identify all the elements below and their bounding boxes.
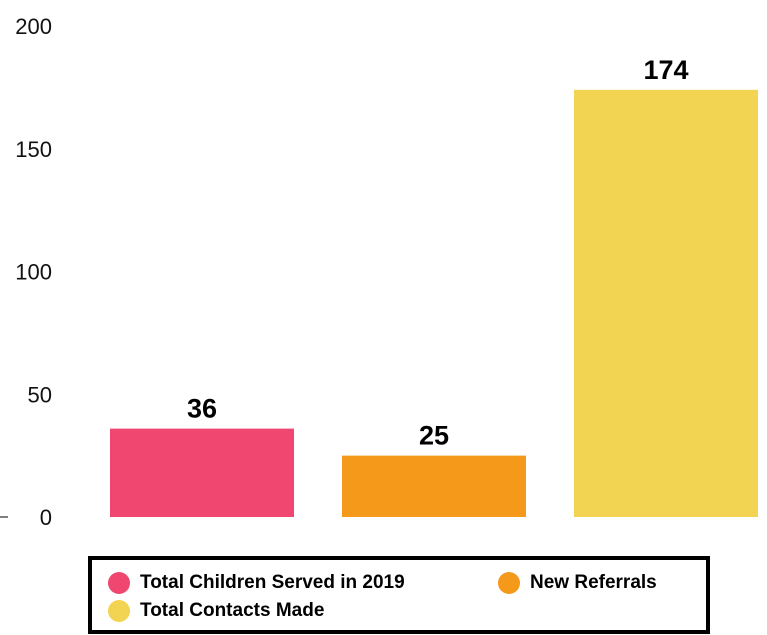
legend-swatch-new-referrals: [498, 572, 520, 594]
legend-label-children-served: Total Children Served in 2019: [140, 572, 405, 593]
legend-label-new-referrals: New Referrals: [530, 572, 657, 593]
legend-swatch-children-served: [108, 572, 130, 594]
legend-item-new-referrals: New Referrals: [498, 572, 657, 594]
y-tick-label: 150: [15, 137, 52, 162]
y-tick-label: 0: [40, 505, 52, 530]
data-label: 25: [419, 421, 449, 451]
y-tick-label: 50: [28, 382, 52, 407]
legend-item-children-served: Total Children Served in 2019: [108, 572, 405, 594]
y-tick-label: 100: [15, 260, 52, 285]
bar: [574, 89, 758, 517]
y-axis: 0 50 100 150 200: [15, 14, 52, 530]
bar-chart: 0 50 100 150 200 36 25 174: [0, 14, 758, 530]
bar: [110, 428, 294, 517]
bars-group: [110, 89, 758, 517]
legend-label-contacts-made: Total Contacts Made: [140, 600, 325, 621]
data-labels-group: 36 25 174: [187, 55, 689, 451]
legend-item-contacts-made: Total Contacts Made: [108, 600, 324, 622]
legend-swatch-contacts-made: [108, 600, 130, 622]
bar: [342, 455, 526, 517]
data-label: 174: [643, 55, 688, 85]
y-tick-label: 200: [15, 14, 52, 39]
legend: Total Children Served in 2019 New Referr…: [88, 556, 710, 634]
data-label: 36: [187, 394, 217, 424]
